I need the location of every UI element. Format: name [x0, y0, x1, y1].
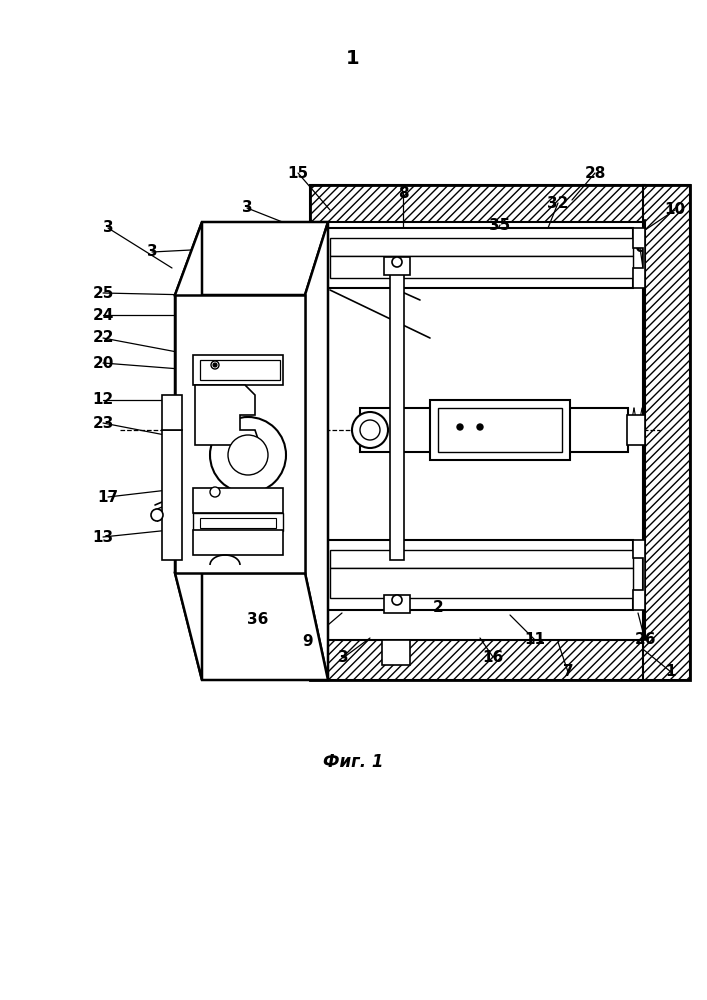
Bar	[643, 185, 690, 680]
Text: 35: 35	[489, 218, 510, 232]
Text: 22: 22	[92, 330, 114, 346]
Text: 2: 2	[433, 599, 443, 614]
Circle shape	[210, 417, 286, 493]
Bar	[382, 640, 410, 665]
Bar	[193, 355, 283, 385]
Text: 3: 3	[242, 200, 252, 216]
Bar	[310, 185, 690, 680]
Circle shape	[392, 595, 402, 605]
Bar	[310, 640, 645, 680]
Text: 23: 23	[93, 416, 114, 430]
Text: 14: 14	[332, 240, 354, 255]
Circle shape	[477, 424, 483, 430]
Text: 32: 32	[547, 196, 568, 211]
Polygon shape	[305, 222, 328, 680]
Circle shape	[392, 257, 402, 267]
Bar	[318, 228, 633, 288]
Bar	[175, 295, 305, 573]
Text: 6: 6	[635, 240, 645, 255]
Bar	[162, 430, 182, 560]
Bar	[384, 257, 410, 275]
Text: 20: 20	[93, 356, 114, 370]
Polygon shape	[633, 228, 645, 288]
Text: 3: 3	[103, 221, 113, 235]
Bar	[390, 270, 404, 560]
Bar	[162, 395, 182, 430]
Bar	[627, 415, 645, 445]
Polygon shape	[175, 573, 328, 680]
Text: 25: 25	[93, 286, 114, 300]
Bar	[330, 238, 633, 256]
Text: 1: 1	[346, 48, 360, 68]
Text: 26: 26	[634, 633, 656, 648]
Circle shape	[213, 363, 217, 367]
Circle shape	[228, 435, 268, 475]
Circle shape	[457, 424, 463, 430]
Text: 9: 9	[303, 635, 313, 650]
Text: 36: 36	[247, 612, 269, 628]
Text: 13: 13	[93, 530, 114, 544]
Bar	[200, 360, 280, 380]
Bar	[193, 488, 283, 513]
Circle shape	[352, 412, 388, 448]
Bar	[360, 408, 628, 452]
Bar	[193, 513, 283, 531]
Text: 8: 8	[397, 186, 409, 200]
Polygon shape	[195, 385, 260, 445]
Text: 24: 24	[93, 308, 114, 322]
Bar	[384, 595, 410, 613]
Bar	[430, 400, 570, 460]
Bar	[318, 540, 633, 610]
Bar	[330, 568, 633, 598]
Bar	[330, 550, 633, 568]
Text: 3: 3	[338, 650, 349, 666]
Bar	[193, 530, 283, 555]
Text: 16: 16	[482, 650, 503, 664]
Circle shape	[151, 509, 163, 521]
Polygon shape	[633, 540, 645, 610]
Text: 17: 17	[98, 489, 119, 504]
Bar	[310, 185, 645, 222]
Bar	[438, 408, 562, 452]
Text: 7: 7	[563, 664, 573, 680]
Polygon shape	[175, 222, 202, 680]
Polygon shape	[175, 222, 328, 295]
Text: Фиг. 1: Фиг. 1	[323, 753, 383, 771]
Text: 28: 28	[584, 165, 606, 180]
Text: 3: 3	[146, 244, 158, 259]
Text: 1: 1	[666, 664, 677, 680]
Text: 11: 11	[525, 633, 546, 648]
Text: 10: 10	[665, 202, 686, 218]
Text: 12: 12	[93, 392, 114, 408]
Circle shape	[360, 420, 380, 440]
Circle shape	[210, 487, 220, 497]
Circle shape	[211, 361, 219, 369]
Text: 5: 5	[553, 240, 563, 255]
Bar	[310, 220, 645, 660]
Bar	[330, 256, 633, 278]
Text: 15: 15	[288, 165, 308, 180]
Bar	[200, 518, 276, 528]
